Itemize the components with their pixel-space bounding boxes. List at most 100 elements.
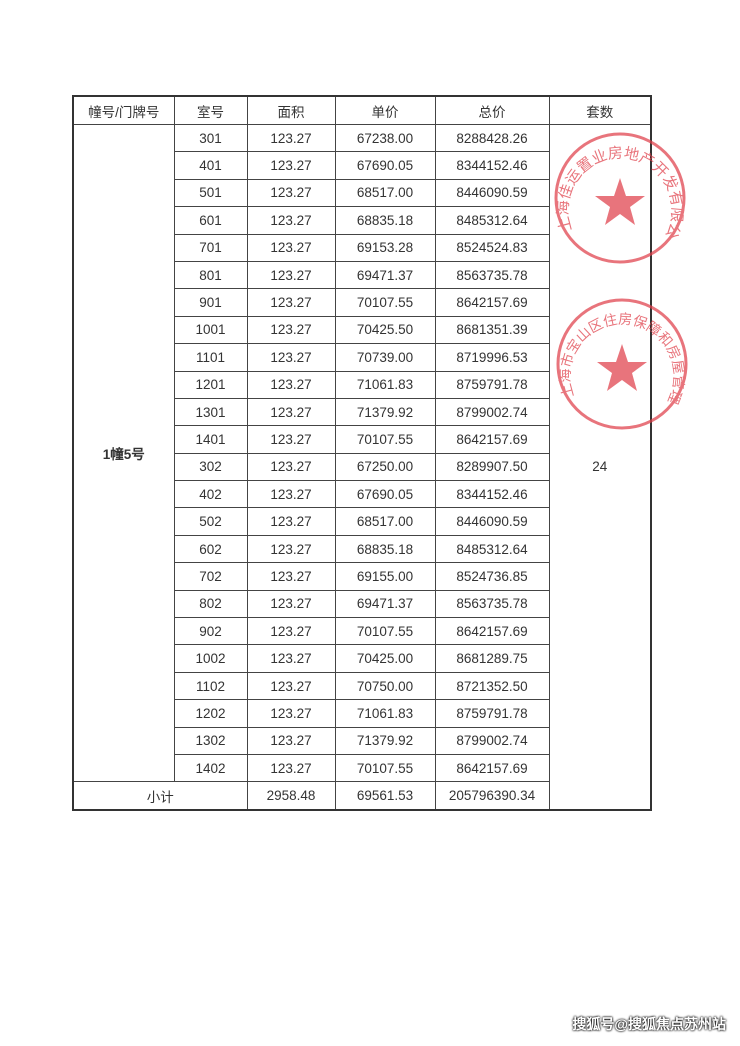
unit-price-cell: 70107.55 <box>334 617 436 646</box>
area-cell: 123.27 <box>246 343 336 372</box>
area-cell: 123.27 <box>246 507 336 536</box>
total-price-cell: 8642157.69 <box>434 753 550 783</box>
table-row: 902 123.27 70107.55 8642157.69 <box>73 617 651 646</box>
subtotal-total: 205796390.34 <box>434 781 550 811</box>
unit-price-cell: 68517.00 <box>334 507 436 536</box>
total-price-cell: 8344152.46 <box>434 480 550 509</box>
room-cell: 901 <box>173 288 248 317</box>
total-price-cell: 8719996.53 <box>434 343 550 372</box>
header-unit-count: 套数 <box>548 95 652 125</box>
room-cell: 1002 <box>173 644 248 673</box>
table-row: 601 123.27 68835.18 8485312.64 <box>73 206 651 235</box>
table-row: 1401 123.27 70107.55 8642157.69 <box>73 425 651 454</box>
area-cell: 123.27 <box>246 589 336 619</box>
total-price-cell: 8563735.78 <box>434 589 550 619</box>
total-price-cell: 8485312.64 <box>434 206 550 235</box>
table-row: 1101 123.27 70739.00 8719996.53 <box>73 343 651 372</box>
table-row: 402 123.27 67690.05 8344152.46 <box>73 480 651 509</box>
room-cell: 1301 <box>173 397 248 427</box>
header-row: 幢号/门牌号 室号 面积 单价 总价 套数 <box>72 95 652 125</box>
room-cell: 301 <box>173 123 248 153</box>
table-row: 501 123.27 68517.00 8446090.59 <box>73 178 651 208</box>
area-cell: 123.27 <box>246 562 336 591</box>
room-cell: 402 <box>173 480 248 509</box>
table-row: 801 123.27 69471.37 8563735.78 <box>73 260 651 290</box>
table-row: 1001 123.27 70425.50 8681351.39 <box>73 315 651 345</box>
area-cell: 123.27 <box>246 260 336 290</box>
table-row: 702 123.27 69155.00 8524736.85 <box>73 562 651 591</box>
unit-price-cell: 67238.00 <box>334 123 436 153</box>
table-row: 302 123.27 67250.00 8289907.50 <box>73 452 651 482</box>
area-cell: 123.27 <box>246 480 336 509</box>
table-row: 1202 123.27 71061.83 8759791.78 <box>73 699 651 728</box>
unit-price-cell: 67690.05 <box>334 151 436 180</box>
room-cell: 1102 <box>173 671 248 701</box>
room-cell: 501 <box>173 178 248 208</box>
total-price-cell: 8642157.69 <box>434 425 550 454</box>
area-cell: 123.27 <box>246 425 336 454</box>
area-cell: 123.27 <box>246 315 336 345</box>
area-cell: 123.27 <box>246 370 336 399</box>
total-price-cell: 8681351.39 <box>434 315 550 345</box>
table-row: 901 123.27 70107.55 8642157.69 <box>73 288 651 317</box>
unit-price-cell: 68835.18 <box>334 534 436 564</box>
unit-price-cell: 69471.37 <box>334 260 436 290</box>
subtotal-unit-price: 69561.53 <box>334 781 436 811</box>
unit-price-cell: 67250.00 <box>334 452 436 482</box>
table-row: 1102 123.27 70750.00 8721352.50 <box>73 671 651 701</box>
total-price-cell: 8681289.75 <box>434 644 550 673</box>
total-price-cell: 8446090.59 <box>434 178 550 208</box>
area-cell: 123.27 <box>246 288 336 317</box>
room-cell: 1202 <box>173 699 248 728</box>
total-price-cell: 8721352.50 <box>434 671 550 701</box>
total-price-cell: 8759791.78 <box>434 370 550 399</box>
room-cell: 302 <box>173 452 248 482</box>
area-cell: 123.27 <box>246 726 336 755</box>
table-row: 502 123.27 68517.00 8446090.59 <box>73 507 651 536</box>
room-cell: 801 <box>173 260 248 290</box>
subtotal-label: 小计 <box>72 781 248 811</box>
header-area: 面积 <box>246 95 336 125</box>
total-price-cell: 8446090.59 <box>434 507 550 536</box>
unit-price-cell: 70107.55 <box>334 425 436 454</box>
room-cell: 902 <box>173 617 248 646</box>
area-cell: 123.27 <box>246 644 336 673</box>
table-row: 401 123.27 67690.05 8344152.46 <box>73 151 651 180</box>
subtotal-area: 2958.48 <box>246 781 336 811</box>
unit-price-cell: 70425.00 <box>334 644 436 673</box>
unit-price-cell: 71061.83 <box>334 699 436 728</box>
unit-price-cell: 70107.55 <box>334 288 436 317</box>
room-cell: 1401 <box>173 425 248 454</box>
header-building: 幢号/门牌号 <box>72 95 175 125</box>
area-cell: 123.27 <box>246 671 336 701</box>
area-cell: 123.27 <box>246 123 336 153</box>
area-cell: 123.27 <box>246 206 336 235</box>
unit-price-cell: 70425.50 <box>334 315 436 345</box>
room-cell: 1001 <box>173 315 248 345</box>
header-total-price: 总价 <box>434 95 550 125</box>
table-row: 1002 123.27 70425.00 8681289.75 <box>73 644 651 673</box>
watermark: 搜狐号@搜狐焦点苏州站 <box>572 1016 726 1032</box>
total-price-cell: 8642157.69 <box>434 617 550 646</box>
unit-price-cell: 70107.55 <box>334 753 436 783</box>
total-price-cell: 8759791.78 <box>434 699 550 728</box>
area-cell: 123.27 <box>246 699 336 728</box>
unit-price-cell: 70739.00 <box>334 343 436 372</box>
unit-price-cell: 69471.37 <box>334 589 436 619</box>
area-cell: 123.27 <box>246 452 336 482</box>
room-cell: 702 <box>173 562 248 591</box>
area-cell: 123.27 <box>246 178 336 208</box>
area-cell: 123.27 <box>246 753 336 783</box>
area-cell: 123.27 <box>246 617 336 646</box>
room-cell: 401 <box>173 151 248 180</box>
unit-count-cell: 24 <box>548 123 652 811</box>
unit-price-cell: 68835.18 <box>334 206 436 235</box>
area-cell: 123.27 <box>246 233 336 262</box>
table-row: 1402 123.27 70107.55 8642157.69 <box>73 753 651 783</box>
total-price-cell: 8289907.50 <box>434 452 550 482</box>
unit-price-cell: 68517.00 <box>334 178 436 208</box>
unit-price-cell: 70750.00 <box>334 671 436 701</box>
total-price-cell: 8563735.78 <box>434 260 550 290</box>
unit-price-cell: 69153.28 <box>334 233 436 262</box>
unit-price-cell: 69155.00 <box>334 562 436 591</box>
